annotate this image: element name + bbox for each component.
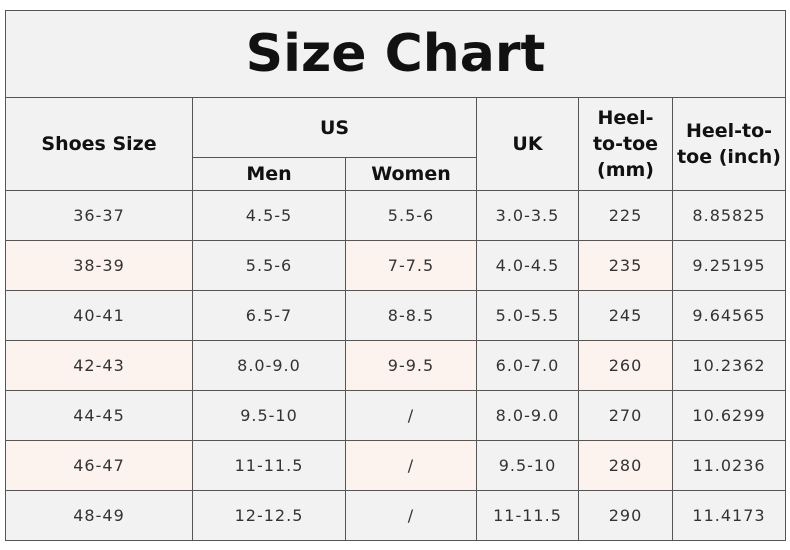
table-cell: / bbox=[345, 490, 477, 541]
table-row: 42-43 8.0-9.0 9-9.5 6.0-7.0 260 10.2362 bbox=[5, 340, 787, 391]
table-body: 36-37 4.5-5 5.5-6 3.0-3.5 225 8.85825 38-39 5.5… bbox=[5, 190, 787, 541]
table-cell: 235 bbox=[578, 240, 673, 291]
table-cell: 11.0236 bbox=[671, 440, 787, 491]
header-cell: Heel-to-toe (inch) bbox=[671, 97, 787, 191]
table-cell: 5.5-6 bbox=[192, 240, 346, 291]
table-row: 48-49 12-12.5/11-11.5 290 11.4173 bbox=[5, 490, 787, 541]
size-table: Size Chart Shoes Size US UK Heel-to-toe … bbox=[4, 10, 787, 541]
table-cell: 10.2362 bbox=[671, 340, 787, 391]
table-row: 40-41 6.5-7 8-8.5 5.0-5.5 245 9.64565 bbox=[5, 290, 787, 341]
table-cell: 270 bbox=[578, 390, 673, 441]
table-cell: 46-47 bbox=[5, 440, 193, 491]
table-cell: 8.0-9.0 bbox=[476, 390, 579, 441]
table-cell: 8.0-9.0 bbox=[192, 340, 346, 391]
table-row: 44-45 9.5-10/8.0-9.0 270 10.6299 bbox=[5, 390, 787, 441]
table-cell: 12-12.5 bbox=[192, 490, 346, 541]
table-cell: / bbox=[345, 440, 477, 491]
header-cell: Men bbox=[192, 157, 346, 191]
table-cell: 9.25195 bbox=[671, 240, 787, 291]
header-cell: US bbox=[192, 97, 477, 158]
table-cell: 245 bbox=[578, 290, 673, 341]
table-cell: 9.5-10 bbox=[476, 440, 579, 491]
table-cell: 9.64565 bbox=[671, 290, 787, 341]
table-cell: 4.5-5 bbox=[192, 190, 346, 241]
table-cell: 9-9.5 bbox=[345, 340, 477, 391]
table-cell: 11-11.5 bbox=[192, 440, 346, 491]
table-cell: 290 bbox=[578, 490, 673, 541]
table-cell: 36-37 bbox=[5, 190, 193, 241]
table-cell: 7-7.5 bbox=[345, 240, 477, 291]
table-cell: 260 bbox=[578, 340, 673, 391]
table-cell: 6.5-7 bbox=[192, 290, 346, 341]
table-cell: 6.0-7.0 bbox=[476, 340, 579, 391]
table-cell: 11.4173 bbox=[671, 490, 787, 541]
header-cell: Shoes Size bbox=[5, 97, 193, 191]
table-cell: / bbox=[345, 390, 477, 441]
table-cell: 5.5-6 bbox=[345, 190, 477, 241]
header-cell: Heel-to-toe (mm) bbox=[578, 97, 673, 191]
table-cell: 40-41 bbox=[5, 290, 193, 341]
title: Size Chart bbox=[4, 10, 787, 98]
table-cell: 8-8.5 bbox=[345, 290, 477, 341]
table-cell: 48-49 bbox=[5, 490, 193, 541]
table-cell: 225 bbox=[578, 190, 673, 241]
header-cell: UK bbox=[476, 97, 579, 191]
table-cell: 38-39 bbox=[5, 240, 193, 291]
table-row: 46-47 11-11.5/9.5-10 280 11.0236 bbox=[5, 440, 787, 491]
table-row: 36-37 4.5-5 5.5-6 3.0-3.5 225 8.85825 bbox=[5, 190, 787, 241]
table-cell: 10.6299 bbox=[671, 390, 787, 441]
table-cell: 11-11.5 bbox=[476, 490, 579, 541]
table-cell: 5.0-5.5 bbox=[476, 290, 579, 341]
table-cell: 8.85825 bbox=[671, 190, 787, 241]
table-cell: 42-43 bbox=[5, 340, 193, 391]
table-cell: 4.0-4.5 bbox=[476, 240, 579, 291]
table-cell: 44-45 bbox=[5, 390, 193, 441]
table-cell: 280 bbox=[578, 440, 673, 491]
table-row: 38-39 5.5-6 7-7.5 4.0-4.5 235 9.25195 bbox=[5, 240, 787, 291]
header-cell: Women bbox=[345, 157, 477, 191]
table-cell: 9.5-10 bbox=[192, 390, 346, 441]
table-cell: 3.0-3.5 bbox=[476, 190, 579, 241]
